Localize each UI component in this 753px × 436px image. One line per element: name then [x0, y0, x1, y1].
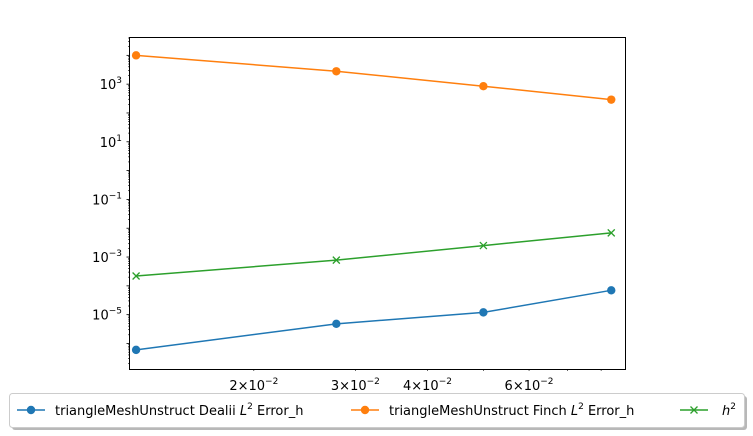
- series-point-1: [607, 95, 616, 104]
- y-tick-label: 10−3: [92, 249, 122, 266]
- legend-marker-1: [360, 405, 370, 415]
- series-point-0: [332, 319, 341, 329]
- x-tick-label: 3×10−2: [331, 377, 380, 394]
- legend-label-math: h: [722, 404, 730, 419]
- y-tick-label: 10−5: [92, 307, 122, 324]
- series-line-0: [135, 289, 612, 351]
- series-line-2: [136, 232, 612, 277]
- legend-marker-0: [26, 405, 36, 415]
- legend-marker-2: [690, 406, 698, 414]
- x-tick-exponent: −2: [439, 377, 452, 387]
- y-tick-base: 10: [100, 136, 117, 151]
- legend: triangleMeshUnstruct Dealii L2 Error_h tr…: [9, 393, 747, 430]
- legend-label-math: L: [571, 404, 578, 419]
- legend-label-tail: Error_h: [584, 404, 635, 419]
- y-tick-exponent: −1: [109, 191, 122, 201]
- legend-label-1: triangleMeshUnstruct Finch L2 Error_h: [389, 402, 634, 419]
- legend-label-sup: 2: [578, 402, 584, 412]
- series-point-2: [607, 228, 616, 237]
- legend-label-text: triangleMeshUnstruct Dealii: [55, 404, 240, 419]
- legend-label-tail: Error_h: [253, 404, 304, 419]
- series-point-1: [332, 67, 341, 76]
- y-tick-label: 103: [100, 76, 122, 93]
- series-point-0: [607, 286, 616, 295]
- y-tick-base: 10: [100, 78, 117, 93]
- y-tick-base: 10: [92, 193, 109, 208]
- legend-label-text: triangleMeshUnstruct Finch: [389, 404, 571, 419]
- y-tick-exponent: 1: [116, 134, 122, 144]
- x-tick-base: 3×10: [331, 379, 367, 394]
- x-tick-exponent: −2: [367, 377, 380, 387]
- legend-label-sup: 2: [247, 402, 253, 412]
- x-tick-base: 2×10: [229, 379, 265, 394]
- y-tick-exponent: 3: [116, 76, 122, 86]
- legend-label-sup: 2: [730, 402, 736, 412]
- series-point-1: [479, 81, 488, 91]
- legend-label-math: L: [240, 404, 247, 419]
- series-point-2: [132, 272, 141, 280]
- x-tick-label: 4×10−2: [403, 377, 452, 394]
- series-point-2: [332, 256, 341, 265]
- legend-label-2: h2: [722, 402, 736, 419]
- y-tick-base: 10: [92, 309, 109, 324]
- x-axis: 2×10−2 3×10−2 4×10−2 6×10−2: [229, 369, 602, 394]
- y-tick-exponent: −5: [109, 307, 122, 317]
- x-tick-exponent: −2: [540, 377, 553, 387]
- legend-label-0: triangleMeshUnstruct Dealii L2 Error_h: [55, 402, 303, 419]
- y-tick-exponent: −3: [109, 249, 122, 259]
- y-tick-label: 10−1: [92, 191, 122, 208]
- x-tick-label: 2×10−2: [229, 377, 278, 394]
- series-point-0: [479, 308, 488, 317]
- x-tick-label: 6×10−2: [505, 377, 554, 394]
- series-group: [131, 51, 616, 355]
- series-line-1: [136, 54, 612, 101]
- series-point-2: [479, 241, 488, 250]
- series-point-1: [131, 51, 141, 60]
- x-tick-base: 4×10: [403, 379, 439, 394]
- series-point-0: [131, 345, 141, 355]
- y-tick-label: 101: [100, 134, 122, 151]
- y-tick-base: 10: [92, 251, 109, 266]
- x-tick-exponent: −2: [265, 377, 278, 387]
- plot-frame: [129, 37, 626, 370]
- x-tick-base: 6×10: [505, 379, 541, 394]
